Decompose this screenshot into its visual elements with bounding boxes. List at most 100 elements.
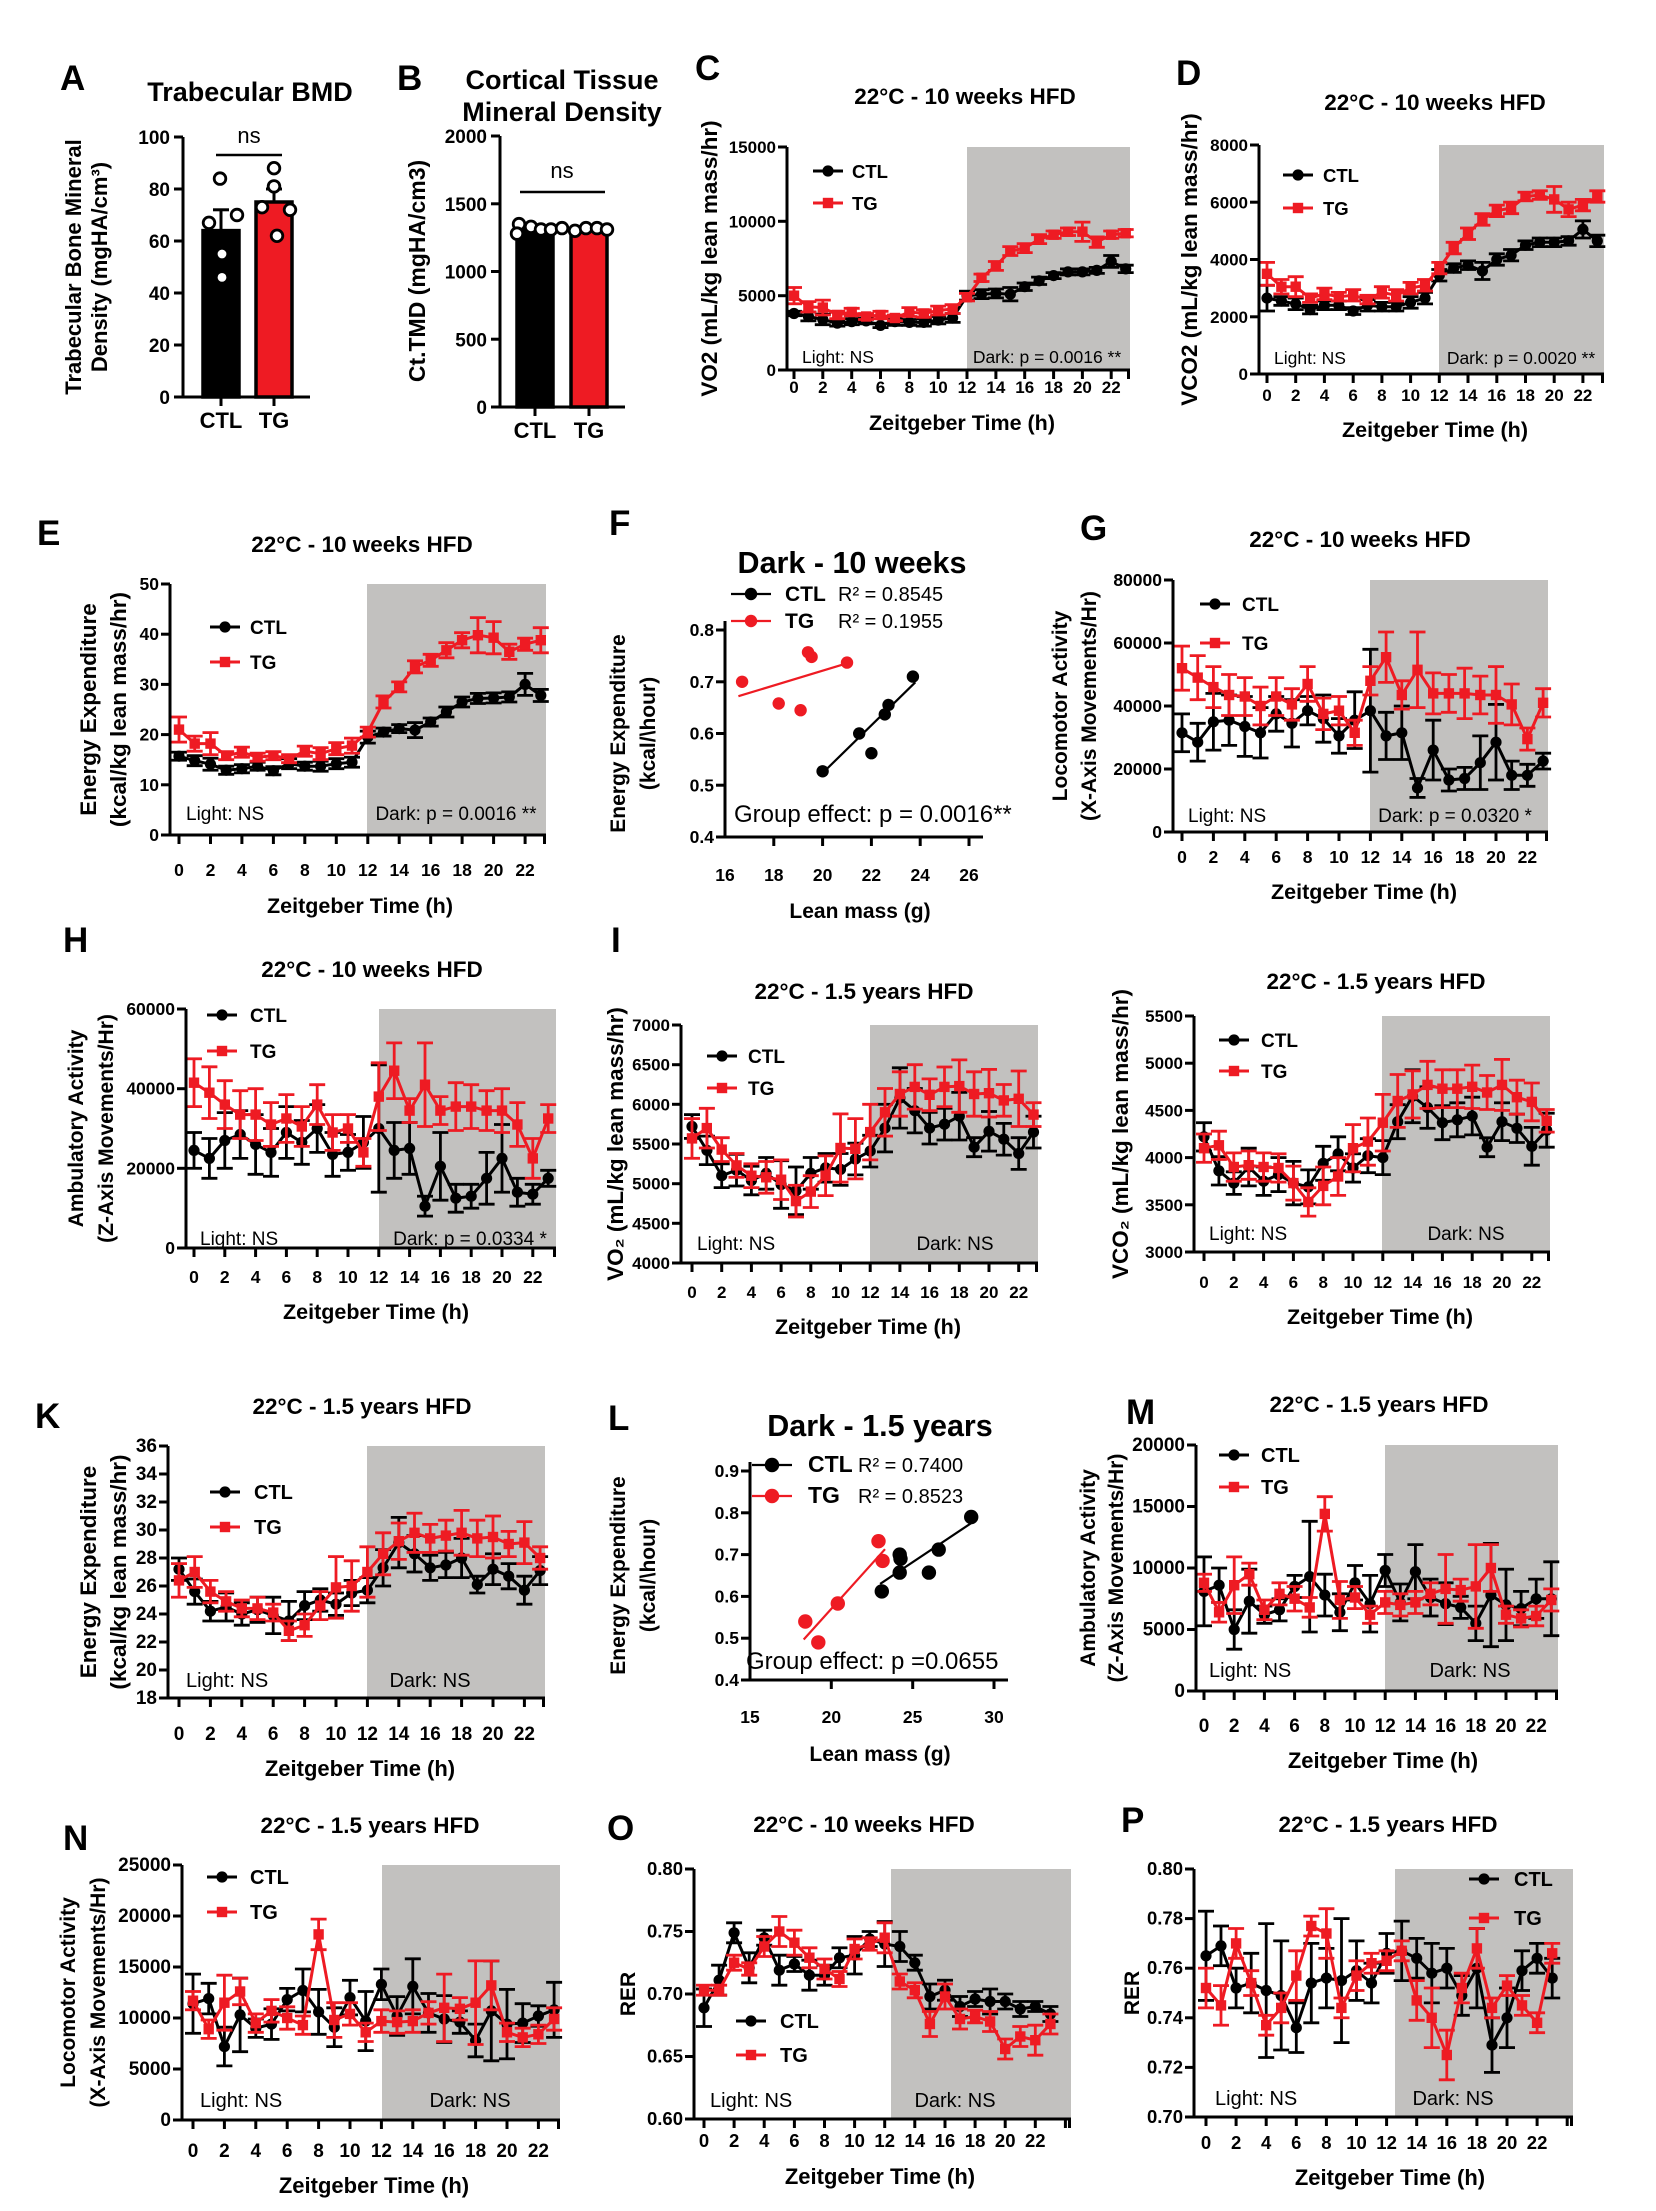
svg-text:16: 16 (1437, 2132, 1458, 2153)
svg-text:Light: NS: Light: NS (200, 2090, 282, 2112)
svg-text:Locomotor Activity: Locomotor Activity (57, 1897, 80, 2088)
svg-text:5000: 5000 (129, 2059, 171, 2080)
svg-text:Ct.TMD (mgHA/cm3): Ct.TMD (mgHA/cm3) (404, 160, 430, 382)
svg-text:8: 8 (819, 2130, 829, 2151)
svg-text:(X-Axis Movements/Hr): (X-Axis Movements/Hr) (87, 1878, 110, 2108)
svg-text:5000: 5000 (1145, 1054, 1183, 1073)
svg-text:14: 14 (400, 1267, 420, 1287)
svg-text:6: 6 (876, 378, 885, 397)
svg-text:Zeitgeber Time (h): Zeitgeber Time (h) (1342, 418, 1528, 442)
svg-text:Group effect: p =0.0655: Group effect: p =0.0655 (746, 1648, 998, 1675)
svg-text:(X-Axis Movements/Hr): (X-Axis Movements/Hr) (1078, 591, 1101, 821)
svg-text:18: 18 (461, 1267, 481, 1287)
svg-text:16: 16 (1433, 1273, 1452, 1292)
svg-text:4: 4 (251, 1267, 261, 1287)
svg-text:Trabecular BMD: Trabecular BMD (147, 77, 353, 107)
svg-text:0.5: 0.5 (690, 775, 715, 795)
svg-text:6: 6 (282, 1267, 292, 1287)
svg-text:ns: ns (237, 123, 260, 148)
svg-text:0: 0 (1174, 1681, 1185, 1702)
svg-text:4000: 4000 (1145, 1149, 1183, 1168)
svg-text:TG: TG (852, 193, 878, 214)
svg-text:TG: TG (259, 408, 290, 433)
svg-text:Dark: NS: Dark: NS (1429, 1660, 1510, 1682)
svg-text:6: 6 (268, 1724, 279, 1745)
svg-text:VO₂ (mL/kg lean mass/hr): VO₂ (mL/kg lean mass/hr) (603, 1007, 628, 1281)
svg-text:20: 20 (492, 1267, 512, 1287)
svg-text:14: 14 (890, 1283, 909, 1302)
svg-text:4500: 4500 (1145, 1101, 1183, 1120)
svg-text:22: 22 (528, 2141, 549, 2162)
svg-text:20000: 20000 (1113, 759, 1162, 779)
svg-text:18: 18 (136, 1688, 157, 1709)
svg-text:60: 60 (149, 232, 170, 253)
svg-text:Zeitgeber Time (h): Zeitgeber Time (h) (869, 411, 1055, 435)
svg-text:Density (mgHA/cm³): Density (mgHA/cm³) (87, 162, 112, 372)
svg-text:0: 0 (174, 1724, 185, 1745)
svg-text:8: 8 (299, 1724, 310, 1745)
svg-text:I: I (611, 921, 621, 960)
svg-text:22: 22 (515, 860, 535, 880)
svg-text:Light: NS: Light: NS (1188, 806, 1266, 827)
svg-text:0: 0 (165, 1238, 175, 1258)
svg-text:8: 8 (312, 1267, 322, 1287)
svg-text:22°C - 1.5 years HFD: 22°C - 1.5 years HFD (1266, 969, 1485, 994)
svg-text:0.80: 0.80 (647, 1858, 683, 1879)
svg-text:0.76: 0.76 (1147, 1957, 1183, 1978)
svg-text:Dark: NS: Dark: NS (914, 2090, 995, 2112)
svg-text:0.70: 0.70 (647, 1983, 683, 2004)
svg-text:CTL: CTL (1261, 1445, 1300, 1467)
svg-text:22: 22 (862, 865, 882, 885)
svg-text:Ambulatory Activity: Ambulatory Activity (65, 1029, 88, 1227)
svg-text:22: 22 (1573, 386, 1592, 405)
svg-text:0.7: 0.7 (690, 672, 714, 692)
svg-text:6: 6 (1348, 386, 1357, 405)
svg-text:24: 24 (136, 1604, 158, 1625)
svg-text:Zeitgeber Time (h): Zeitgeber Time (h) (785, 2164, 975, 2189)
svg-text:12: 12 (358, 860, 378, 880)
svg-text:15: 15 (740, 1707, 760, 1727)
svg-text:10: 10 (831, 1283, 850, 1302)
svg-text:Zeitgeber Time (h): Zeitgeber Time (h) (1295, 2165, 1485, 2190)
svg-text:Light: NS: Light: NS (802, 347, 874, 367)
svg-text:(kcal/kg lean mass/hr): (kcal/kg lean mass/hr) (106, 1454, 131, 1689)
svg-text:Dark: NS: Dark: NS (389, 1670, 470, 1692)
svg-text:Light: NS: Light: NS (697, 1234, 775, 1255)
svg-text:0: 0 (159, 388, 170, 409)
svg-text:15000: 15000 (1132, 1497, 1185, 1518)
svg-text:22: 22 (1102, 378, 1121, 397)
svg-text:8: 8 (1318, 1273, 1327, 1292)
svg-text:12: 12 (369, 1267, 389, 1287)
svg-text:Light: NS: Light: NS (1209, 1660, 1291, 1682)
svg-text:4: 4 (1259, 1716, 1270, 1737)
svg-text:Dark: p = 0.0020 **: Dark: p = 0.0020 ** (1447, 348, 1596, 368)
svg-text:16: 16 (1435, 1716, 1456, 1737)
svg-text:D: D (1176, 54, 1201, 93)
svg-text:ns: ns (550, 158, 573, 183)
svg-text:A: A (60, 59, 85, 98)
svg-text:2: 2 (1231, 2132, 1241, 2153)
svg-text:2: 2 (220, 1267, 230, 1287)
svg-text:2: 2 (1229, 1273, 1238, 1292)
svg-text:22°C - 1.5 years HFD: 22°C - 1.5 years HFD (754, 979, 973, 1004)
svg-text:0.60: 0.60 (647, 2108, 683, 2129)
svg-text:14: 14 (1403, 1273, 1422, 1292)
svg-text:2: 2 (818, 378, 827, 397)
svg-text:18: 18 (1044, 378, 1063, 397)
svg-text:2: 2 (717, 1283, 726, 1302)
svg-text:CTL: CTL (1242, 595, 1279, 616)
svg-text:Lean mass (g): Lean mass (g) (809, 1743, 950, 1766)
svg-text:18: 18 (965, 2130, 986, 2151)
svg-text:12: 12 (874, 2130, 895, 2151)
svg-text:Dark: NS: Dark: NS (429, 2090, 510, 2112)
svg-text:8: 8 (1321, 2132, 1331, 2153)
svg-text:Zeitgeber Time (h): Zeitgeber Time (h) (283, 1300, 469, 1324)
svg-text:CTL: CTL (748, 1047, 785, 1068)
svg-text:Mineral Density: Mineral Density (462, 97, 662, 127)
svg-text:40: 40 (149, 284, 170, 305)
svg-text:0.8: 0.8 (690, 620, 715, 640)
svg-text:12: 12 (1375, 1716, 1396, 1737)
svg-text:4: 4 (747, 1283, 757, 1302)
svg-text:20: 20 (822, 1707, 842, 1727)
svg-text:4: 4 (1240, 847, 1250, 867)
